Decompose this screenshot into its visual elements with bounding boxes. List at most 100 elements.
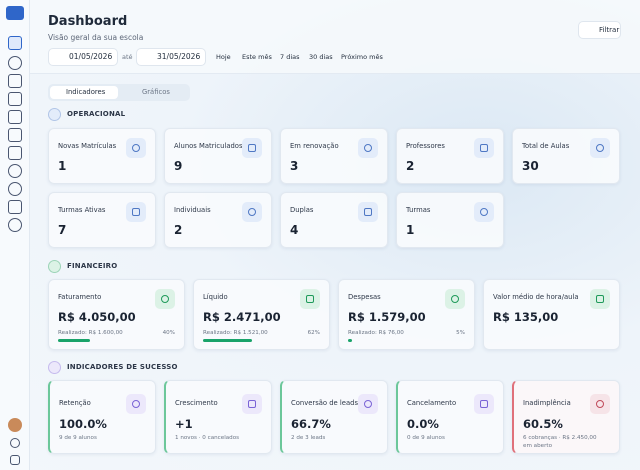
logo [6,6,24,20]
card-icon-glyph [596,400,604,408]
section-title: INDICADORES DE SUCESSO [67,363,178,371]
metric-card: Líquido R$ 2.471,00 Realizado: R$ 1.521,00… [193,279,330,350]
metric-card: Em renovação 3 [280,128,388,184]
card-icon [474,202,494,222]
card-value: 3 [290,159,299,173]
card-icon [590,138,610,158]
card-icon [358,202,378,222]
card-value: R$ 2.471,00 [203,310,281,324]
card-icon [474,394,494,414]
card-icon [126,394,146,414]
nav-reports[interactable] [8,200,22,214]
card-icon [300,289,320,309]
help[interactable] [10,438,20,448]
metric-card: Individuais 2 [164,192,272,248]
card-icon-glyph [132,400,140,408]
percent-label: 5% [456,330,465,336]
card-value: 4 [290,223,299,237]
card-value: 0.0% [407,417,439,431]
card-icon [358,394,378,414]
nav-books[interactable] [8,92,22,106]
card-value: R$ 135,00 [493,310,559,324]
card-value: 7 [58,223,67,237]
date-end-text: 31/05/2026 [157,52,201,61]
card-label: Turmas [406,206,431,214]
metric-card: Turmas Ativas 7 [48,192,156,248]
card-value: 1 [58,159,67,173]
realized-text: Realizado: R$ 1.600,00 [58,330,123,336]
date-preset[interactable]: 30 dias [309,53,333,61]
metric-card: Crescimento +1 1 novos · 0 cancelados [164,380,272,454]
card-value: 2 [174,223,183,237]
tab[interactable]: Gráficos [142,88,170,96]
card-icon [126,138,146,158]
card-icon-glyph [132,208,140,216]
date-start[interactable]: 01/05/2026 [48,48,118,66]
detail-text: 2 de 3 leads [291,435,326,441]
card-icon [590,394,610,414]
card-value: R$ 4.050,00 [58,310,136,324]
nav-calendar[interactable] [8,146,22,160]
card-icon-glyph [248,208,256,216]
nav-library[interactable] [8,110,22,124]
card-value: R$ 1.579,00 [348,310,426,324]
card-label: Retenção [59,399,91,407]
nav-students[interactable] [8,56,22,70]
card-value: +1 [175,417,193,431]
card-value: 1 [406,223,415,237]
card-label: Faturamento [58,293,102,301]
card-icon-glyph [451,295,459,303]
card-icon [445,289,465,309]
nav-dashboard[interactable] [8,36,22,50]
date-end[interactable]: 31/05/2026 [136,48,206,66]
realized-text: Realizado: R$ 1.521,00 [203,330,268,336]
nav-finance[interactable] [8,164,22,178]
card-icon [242,202,262,222]
date-preset[interactable]: Próximo mês [341,53,383,61]
metric-card: Retenção 100.0% 9 de 9 alunos [48,380,156,454]
progress-track [348,339,427,342]
date-preset[interactable]: Hoje [216,53,231,61]
metric-card: Valor médio de hora/aula R$ 135,00 [483,279,620,350]
realized-text: Realizado: R$ 76,00 [348,330,404,336]
card-label: Professores [406,142,445,150]
filter-label: Filtrar [599,26,620,34]
card-icon [358,138,378,158]
date-preset[interactable]: Este mês [242,53,272,61]
header-bar [30,0,640,74]
card-icon-glyph [248,400,256,408]
card-icon-glyph [161,295,169,303]
card-icon-glyph [132,144,140,152]
filter-button[interactable]: Filtrar [578,21,621,39]
nav-settings[interactable] [8,218,22,232]
nav-courses[interactable] [8,74,22,88]
detail-text: 1 novos · 0 cancelados [175,435,240,441]
card-label: Despesas [348,293,381,301]
date-start-text: 01/05/2026 [69,52,113,61]
card-icon-glyph [364,144,372,152]
metric-card: Duplas 4 [280,192,388,248]
card-label: Cancelamento [407,399,457,407]
card-value: 9 [174,159,183,173]
avatar[interactable] [8,418,22,432]
metric-card: Novas Matrículas 1 [48,128,156,184]
date-preset[interactable]: 7 dias [280,53,300,61]
card-value: 60.5% [523,417,563,431]
detail-text: 6 cobranças · R$ 2.450,00 em aberto [523,435,597,449]
detail-text: 0 de 9 alunos [407,435,445,441]
metric-card: Conversão de leads 66.7% 2 de 3 leads [280,380,388,454]
card-label: Total de Aulas [522,142,570,150]
card-label: Valor médio de hora/aula [493,293,579,301]
logout[interactable] [10,455,20,465]
tabs [48,84,190,101]
percent-label: 62% [307,330,320,336]
card-icon [155,289,175,309]
card-value: 66.7% [291,417,331,431]
page-title: Dashboard [48,14,128,29]
nav-target[interactable] [8,182,22,196]
detail-text: 9 de 9 alunos [59,435,97,441]
card-label: Turmas Ativas [58,206,106,214]
nav-building[interactable] [8,128,22,142]
tab[interactable]: Indicadores [66,88,106,96]
